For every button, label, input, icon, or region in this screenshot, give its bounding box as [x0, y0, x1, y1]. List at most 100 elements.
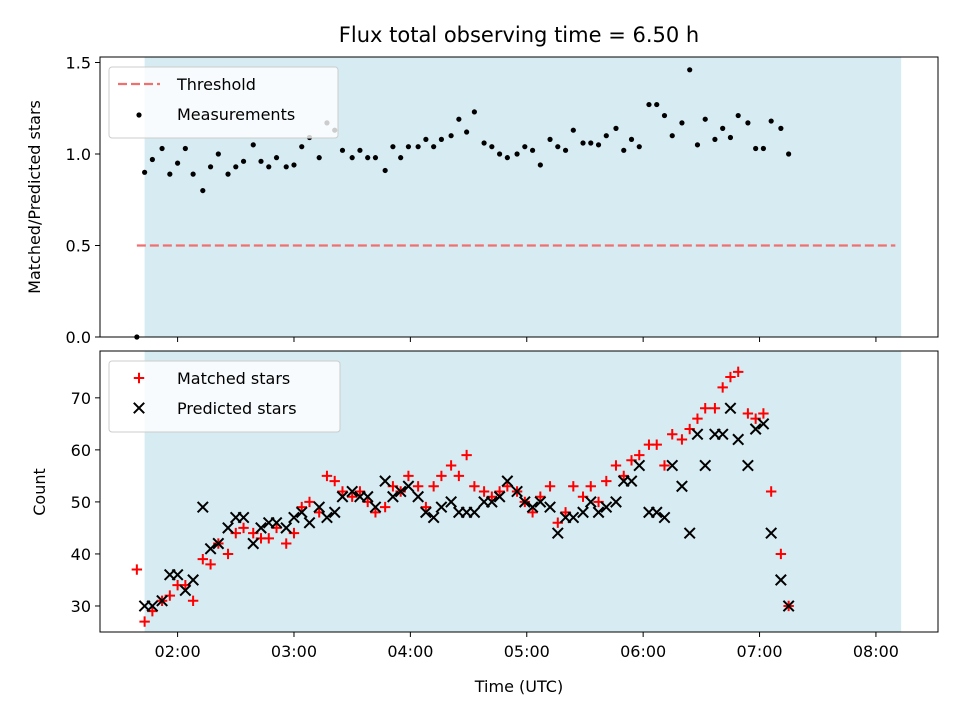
x-tick-label: 04:00: [387, 642, 433, 661]
data-point: [588, 140, 594, 146]
data-point: [149, 156, 155, 163]
data-point: [387, 490, 399, 503]
data-point: [131, 564, 143, 575]
data-point: [547, 136, 553, 142]
legend-box: [108, 66, 339, 139]
data-point: [329, 475, 340, 487]
data-point: [215, 151, 221, 157]
data-point: [636, 144, 642, 150]
data-point: [427, 511, 440, 524]
data-point: [555, 144, 561, 150]
data-point: [419, 506, 432, 519]
data-point: [167, 171, 173, 177]
data-point: [535, 491, 546, 502]
series-predicted-stars: [138, 402, 795, 612]
data-point: [142, 169, 148, 175]
data-point: [669, 133, 675, 139]
data-point: [603, 133, 609, 139]
data-point: [412, 481, 424, 492]
data-point: [702, 116, 708, 122]
data-point: [551, 527, 564, 540]
data-point: [266, 164, 272, 170]
data-point: [255, 522, 267, 534]
data-point: [709, 403, 721, 414]
data-point: [280, 522, 293, 534]
panel-top-ratio: 0.0 0.5 1.0 1.5 Matched/Predicted stars Thres…: [25, 53, 939, 347]
data-point: [661, 112, 668, 119]
axes-frame: [99, 350, 939, 633]
data-point: [394, 485, 407, 498]
y-tick-label: 0.5: [66, 236, 91, 255]
data-point: [370, 507, 381, 518]
data-point: [174, 160, 181, 166]
data-point: [295, 506, 308, 519]
data-point: [187, 574, 200, 586]
data-point: [304, 496, 315, 508]
data-point: [679, 120, 685, 126]
data-point: [225, 171, 231, 177]
legend: Threshold Measurements: [108, 66, 339, 139]
y-tick-label: 60: [71, 441, 91, 460]
legend-box: [108, 360, 341, 433]
data-point: [741, 459, 754, 472]
data-point: [247, 537, 260, 550]
data-point: [692, 413, 703, 424]
data-point: [522, 144, 528, 150]
data-point: [667, 429, 678, 440]
data-point: [205, 559, 216, 570]
data-point: [288, 511, 300, 524]
data-point: [613, 125, 619, 131]
data-point: [263, 533, 274, 544]
data-point: [361, 490, 374, 503]
data-point: [727, 134, 734, 141]
data-point: [379, 475, 392, 488]
data-point: [485, 495, 498, 508]
data-point: [683, 527, 696, 540]
y-tick-label: 40: [71, 545, 91, 564]
data-point: [529, 147, 536, 153]
data-point: [760, 145, 767, 152]
x-tick-label: 02:00: [155, 642, 201, 661]
data-point: [270, 516, 283, 529]
data-point: [691, 428, 704, 441]
data-point: [742, 408, 754, 419]
data-point: [412, 490, 425, 503]
data-point: [600, 501, 613, 514]
data-point: [687, 67, 693, 73]
y-tick-label: 1.0: [66, 145, 91, 164]
y-tick-label: 0.0: [66, 328, 91, 347]
data-point: [778, 125, 784, 131]
data-point: [732, 433, 745, 446]
data-point: [469, 481, 480, 492]
data-point: [725, 371, 736, 383]
data-point: [207, 164, 214, 170]
data-point: [676, 434, 688, 445]
data-point: [717, 382, 728, 393]
data-point: [435, 501, 448, 514]
data-point: [423, 136, 429, 142]
data-point: [634, 449, 645, 461]
data-point: [494, 486, 505, 497]
data-point: [240, 158, 247, 164]
data-point: [403, 470, 414, 482]
data-point: [712, 136, 718, 142]
data-point: [415, 144, 421, 150]
data-point: [625, 475, 638, 488]
data-point: [379, 501, 391, 513]
chart-title: Flux total observing time = 6.50 h: [339, 23, 699, 47]
data-point: [502, 481, 513, 492]
data-point: [568, 481, 579, 492]
data-point: [438, 136, 445, 142]
data-point: [405, 144, 412, 150]
legend-label: Threshold: [176, 75, 256, 94]
data-point: [753, 145, 759, 152]
data-point: [562, 147, 569, 153]
data-point: [336, 490, 349, 503]
data-point: [468, 506, 481, 519]
panel-bottom-counts: 30 40 50 60 70 02:00 03:00 04:00 05:00 06:00 07:00…: [30, 350, 939, 696]
data-point: [212, 537, 225, 550]
data-point: [316, 155, 322, 161]
data-point: [694, 142, 701, 148]
data-point: [534, 495, 547, 508]
data-point: [651, 439, 662, 450]
